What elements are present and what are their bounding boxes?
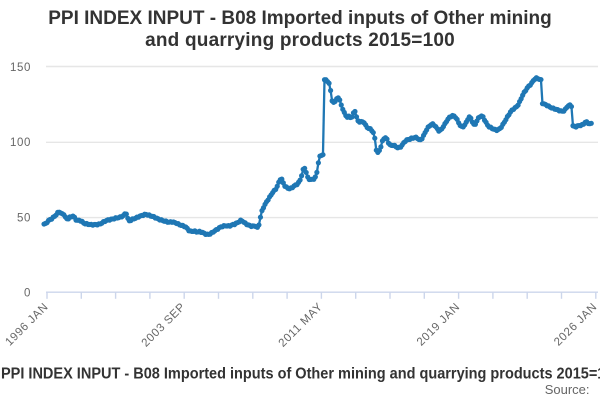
svg-text:and quarrying products 2015=10: and quarrying products 2015=100 bbox=[145, 30, 455, 51]
svg-text:100: 100 bbox=[10, 137, 31, 149]
svg-text:PPI INDEX INPUT - B08 Imported: PPI INDEX INPUT - B08 Imported inputs of… bbox=[1, 365, 600, 383]
svg-text:0: 0 bbox=[24, 288, 31, 300]
svg-text:PPI INDEX INPUT - B08 Imported: PPI INDEX INPUT - B08 Imported inputs of… bbox=[48, 8, 552, 29]
svg-text:Source:: Source: bbox=[545, 382, 590, 397]
svg-text:50: 50 bbox=[17, 213, 31, 225]
svg-text:150: 150 bbox=[10, 62, 31, 74]
